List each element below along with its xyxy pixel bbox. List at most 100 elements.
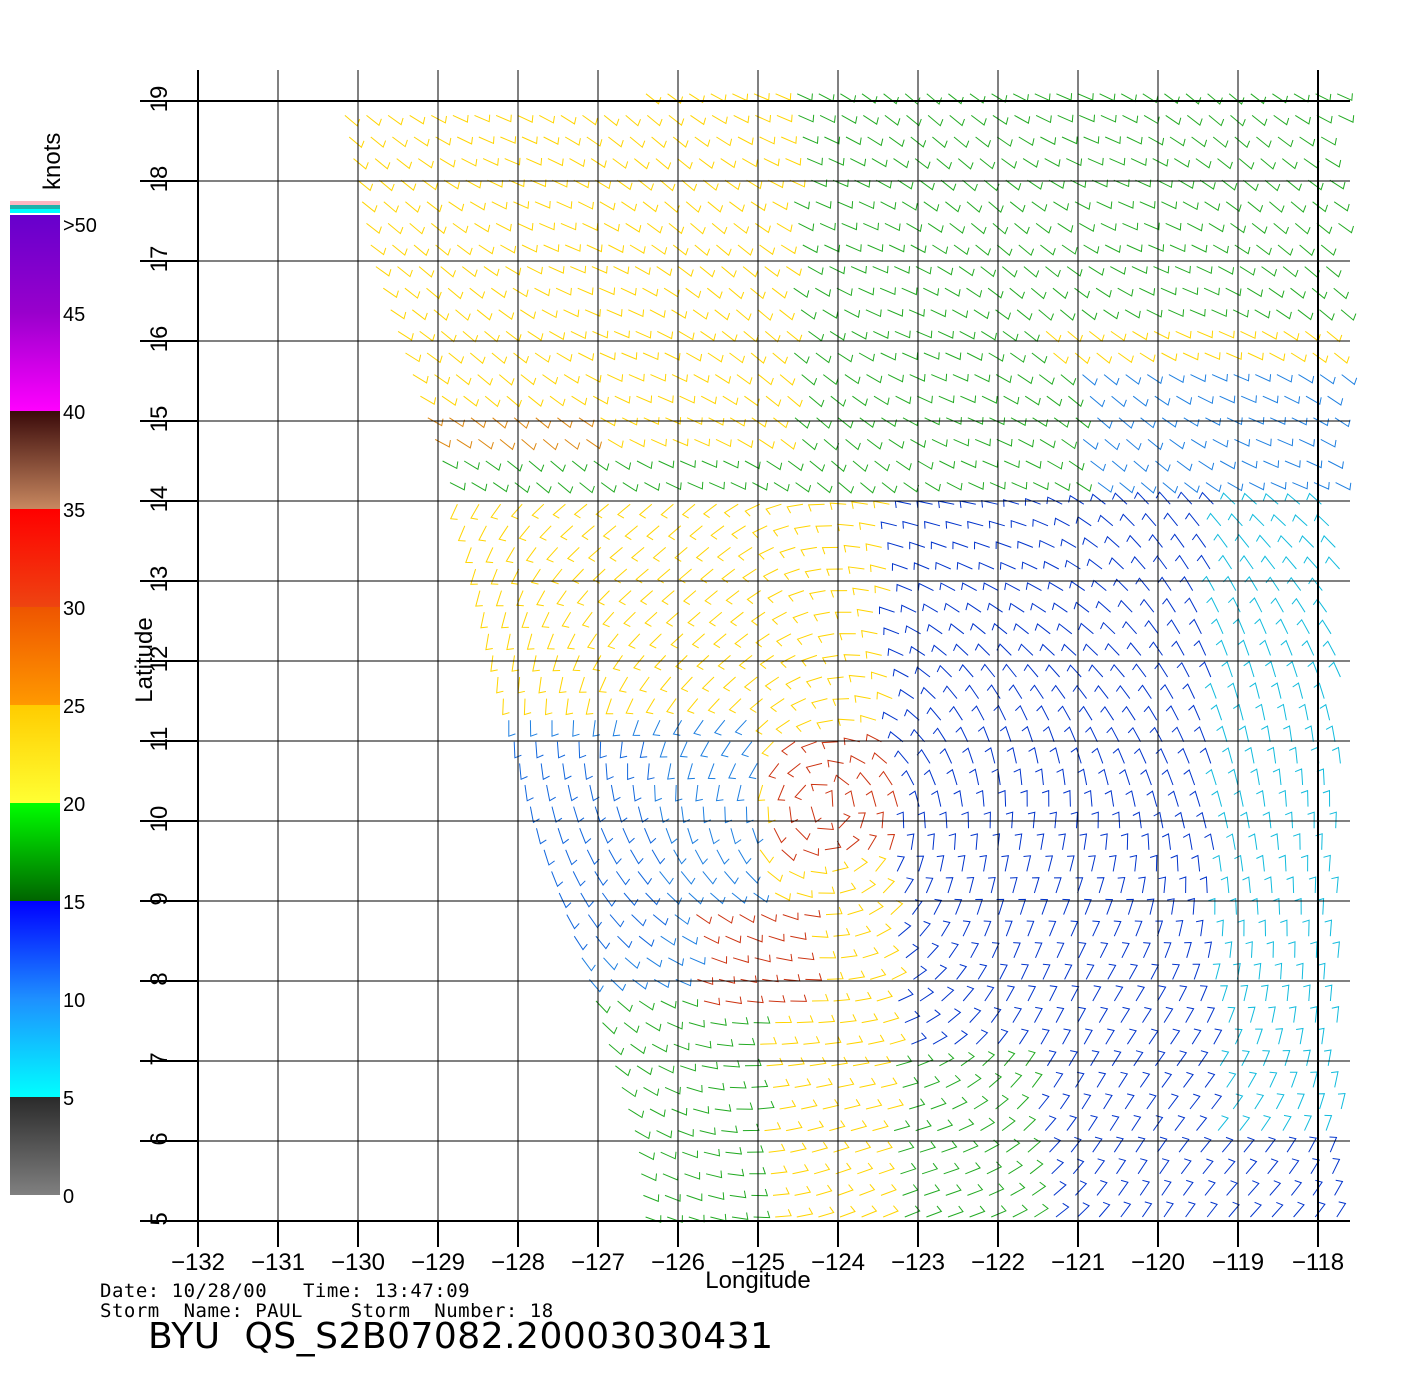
wind-barb <box>1005 179 1022 191</box>
wind-barb <box>563 374 580 384</box>
wind-barb <box>1186 115 1203 127</box>
wind-barb <box>750 352 767 364</box>
wind-barb <box>818 886 836 894</box>
wind-barb <box>786 763 801 778</box>
wind-barb <box>621 352 638 360</box>
y-tick-label: 11 <box>146 727 173 752</box>
wind-barb <box>937 1119 954 1132</box>
wind-barb <box>1148 641 1163 656</box>
wind-barb <box>773 827 787 844</box>
wind-barb <box>1112 811 1121 829</box>
wind-barb <box>1083 789 1093 807</box>
wind-barb <box>1266 746 1277 764</box>
wind-barb <box>1066 158 1083 167</box>
wind-barb <box>1003 395 1020 405</box>
wind-barb <box>787 590 805 602</box>
wind-barb <box>615 1065 631 1077</box>
wind-barb <box>592 330 609 339</box>
wind-barb <box>1255 703 1266 721</box>
wind-barb <box>1306 492 1322 505</box>
wind-barb <box>1156 179 1173 189</box>
wind-barb <box>701 676 715 692</box>
wind-barb <box>1057 114 1074 123</box>
wind-barb <box>1276 309 1292 320</box>
wind-barb <box>952 1096 968 1110</box>
wind-barb <box>964 684 980 699</box>
wind-barb <box>688 892 704 905</box>
wind-barb <box>795 827 811 841</box>
wind-barb <box>1195 158 1212 169</box>
wind-barb <box>845 136 862 146</box>
wind-barb <box>660 503 674 519</box>
wind-barb <box>744 460 761 470</box>
wind-barb <box>566 547 580 563</box>
wind-barb <box>764 331 781 343</box>
wind-barb <box>898 1141 915 1153</box>
wind-barb <box>646 115 663 127</box>
wind-barb <box>792 1164 809 1175</box>
wind-barb <box>714 309 731 321</box>
wind-barb <box>991 942 1000 959</box>
wind-barb <box>593 460 610 472</box>
x-tick-label: −123 <box>891 1249 945 1276</box>
wind-barb <box>1159 1158 1170 1175</box>
wind-barb <box>753 1016 771 1024</box>
wind-barb <box>1272 768 1282 786</box>
wind-barb <box>1291 597 1306 613</box>
wind-barb <box>571 460 588 472</box>
wind-barb <box>975 898 983 915</box>
wind-barb <box>858 287 875 296</box>
wind-barb <box>982 1051 996 1067</box>
wind-barb <box>578 417 595 428</box>
wind-barb <box>498 309 515 321</box>
wind-barb <box>952 541 969 550</box>
wind-barb <box>1099 942 1109 959</box>
wind-barb <box>1202 1158 1214 1175</box>
wind-barb <box>603 115 620 127</box>
wind-barb <box>916 500 933 508</box>
wind-barb <box>1053 1180 1067 1196</box>
wind-barb <box>856 771 871 786</box>
wind-barb <box>1278 854 1287 872</box>
wind-barb <box>418 158 434 169</box>
wind-barb <box>582 114 598 126</box>
wind-barb <box>496 676 504 694</box>
wind-barb <box>1325 158 1342 168</box>
wind-barb <box>1009 287 1025 300</box>
wind-barb <box>1126 642 1142 656</box>
wind-barb <box>1077 93 1094 101</box>
wind-barb <box>805 676 823 688</box>
wind-barb <box>822 374 839 386</box>
wind-barb <box>1187 897 1195 915</box>
wind-barb <box>1028 747 1039 764</box>
wind-barb <box>642 352 659 361</box>
y-tick-label: 13 <box>146 566 173 593</box>
wind-barb <box>783 568 800 581</box>
wind-barb <box>578 676 587 693</box>
wind-barb <box>1204 352 1221 361</box>
wind-barb <box>1048 179 1065 189</box>
wind-barb <box>1328 661 1341 678</box>
wind-barb <box>1106 726 1120 743</box>
wind-barb <box>975 1029 989 1045</box>
wind-barb <box>1070 1136 1082 1153</box>
wind-barb <box>348 136 365 149</box>
wind-barb <box>1290 201 1307 213</box>
wind-barb <box>722 395 739 406</box>
wind-barb <box>1184 941 1192 958</box>
wind-barb <box>556 741 566 759</box>
wind-barb <box>786 1121 803 1132</box>
wind-barb <box>1183 1071 1194 1088</box>
wind-barb <box>1146 898 1155 915</box>
wind-barb <box>728 698 742 714</box>
wind-barb <box>536 482 552 494</box>
wind-barb <box>1082 374 1098 386</box>
wind-barb <box>1017 540 1034 549</box>
wind-barb <box>1154 662 1169 678</box>
wind-barb <box>1227 513 1243 527</box>
wind-barb <box>996 643 1012 656</box>
wind-barb <box>781 741 796 756</box>
wind-barb <box>693 1106 710 1114</box>
wind-barb <box>612 655 623 671</box>
wind-barb <box>753 1210 771 1219</box>
